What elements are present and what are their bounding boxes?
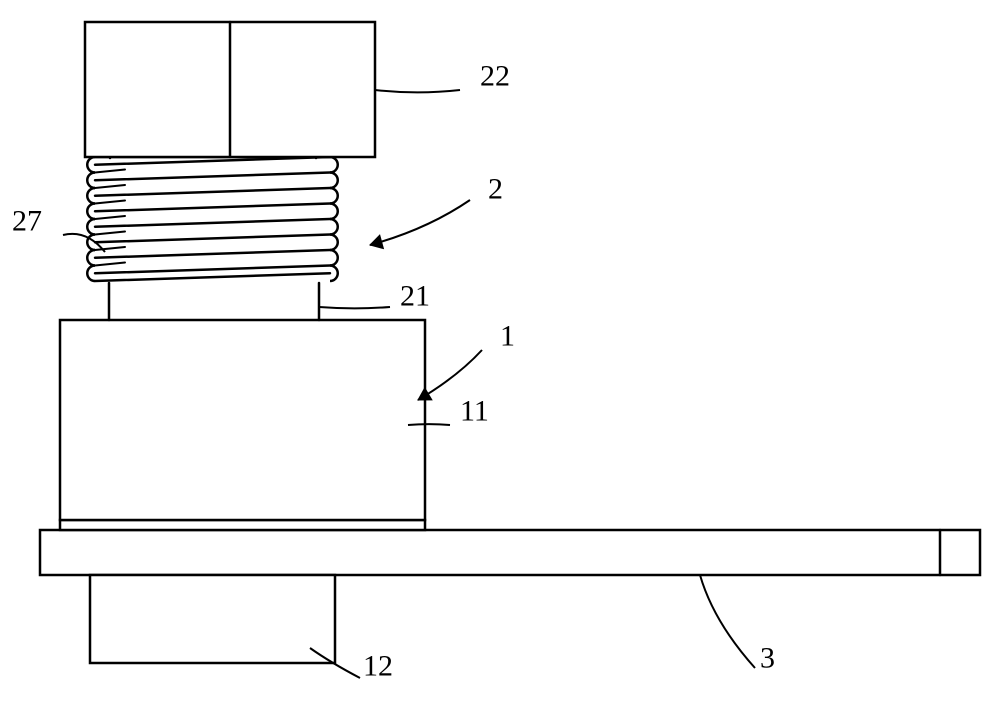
part-12-lower-stub [90,575,335,663]
part-22-top-cap [85,22,375,157]
diagram-root: 22 2 27 21 1 11 12 3 [0,0,1000,713]
part-11-body [60,320,425,520]
part-21-stem [109,283,319,320]
part-3-base-plate [40,530,980,575]
part-27-coil [90,157,340,283]
